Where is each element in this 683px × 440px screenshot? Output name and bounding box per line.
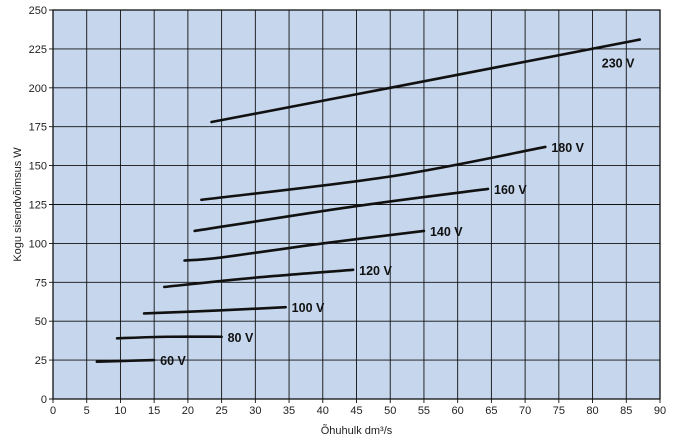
x-tick-label: 60 — [452, 405, 464, 417]
x-tick-label: 85 — [620, 405, 632, 417]
x-tick-label: 30 — [249, 405, 261, 417]
x-tick-label: 80 — [586, 405, 598, 417]
x-tick-label: 15 — [148, 405, 160, 417]
series-label: 60 V — [160, 354, 186, 368]
series-labels: 230 V 180 V 160 V 140 V 120 V 100 V 80 V 60 V — [160, 57, 635, 369]
series-label: 80 V — [228, 331, 254, 345]
series-line — [162, 268, 355, 289]
series-line — [200, 145, 547, 202]
y-tick-label: 25 — [35, 355, 47, 367]
series-lines — [95, 38, 642, 363]
x-tick-label: 75 — [553, 405, 565, 417]
x-tick-label: 20 — [182, 405, 194, 417]
x-tick-label: 10 — [114, 405, 126, 417]
series-label: 180 V — [551, 141, 584, 155]
y-tick-label: 250 — [29, 5, 47, 17]
x-tick-label: 90 — [654, 405, 666, 417]
x-tick-label: 5 — [84, 405, 90, 417]
y-tick-label: 150 — [29, 161, 47, 173]
series-line — [142, 305, 287, 315]
y-axis-label: Kogu sisendvõimsus W — [12, 147, 24, 262]
x-tick-label: 55 — [418, 405, 430, 417]
x-tick-label: 25 — [215, 405, 227, 417]
series-label: 140 V — [430, 225, 463, 239]
x-tick-label: 50 — [384, 405, 396, 417]
y-tick-label: 200 — [29, 83, 47, 95]
series-line — [193, 187, 490, 233]
y-tick-label: 75 — [35, 277, 47, 289]
y-tick-label: 225 — [29, 44, 47, 56]
y-tick-label: 0 — [41, 394, 47, 406]
series-line — [210, 38, 642, 124]
series-label: 230 V — [602, 57, 635, 71]
x-tick-label: 40 — [317, 405, 329, 417]
plot-frame — [52, 9, 661, 400]
x-tick-label: 0 — [50, 405, 56, 417]
series-line — [115, 335, 223, 340]
x-tick-label: 65 — [485, 405, 497, 417]
y-tick-label: 50 — [35, 316, 47, 328]
x-tick-label: 35 — [283, 405, 295, 417]
x-tick-label: 45 — [350, 405, 362, 417]
y-tick-label: 125 — [29, 200, 47, 212]
x-axis-label: Õhuhulk dm³/s — [321, 424, 393, 437]
y-tick-label: 100 — [29, 238, 47, 250]
series-label: 120 V — [359, 264, 392, 278]
x-tick-label: 70 — [519, 405, 531, 417]
series-line — [183, 229, 426, 262]
x-tick-labels: 0 5 10 15 20 25 30 35 40 45 50 55 60 65 70 75 80 85 90 — [50, 405, 666, 417]
series-label: 100 V — [292, 301, 325, 315]
series-line — [95, 358, 156, 363]
series-label: 160 V — [494, 183, 527, 197]
y-tick-labels: 0 25 50 75 100 125 150 175 200 225 250 — [29, 5, 47, 406]
y-tick-label: 175 — [29, 122, 47, 134]
